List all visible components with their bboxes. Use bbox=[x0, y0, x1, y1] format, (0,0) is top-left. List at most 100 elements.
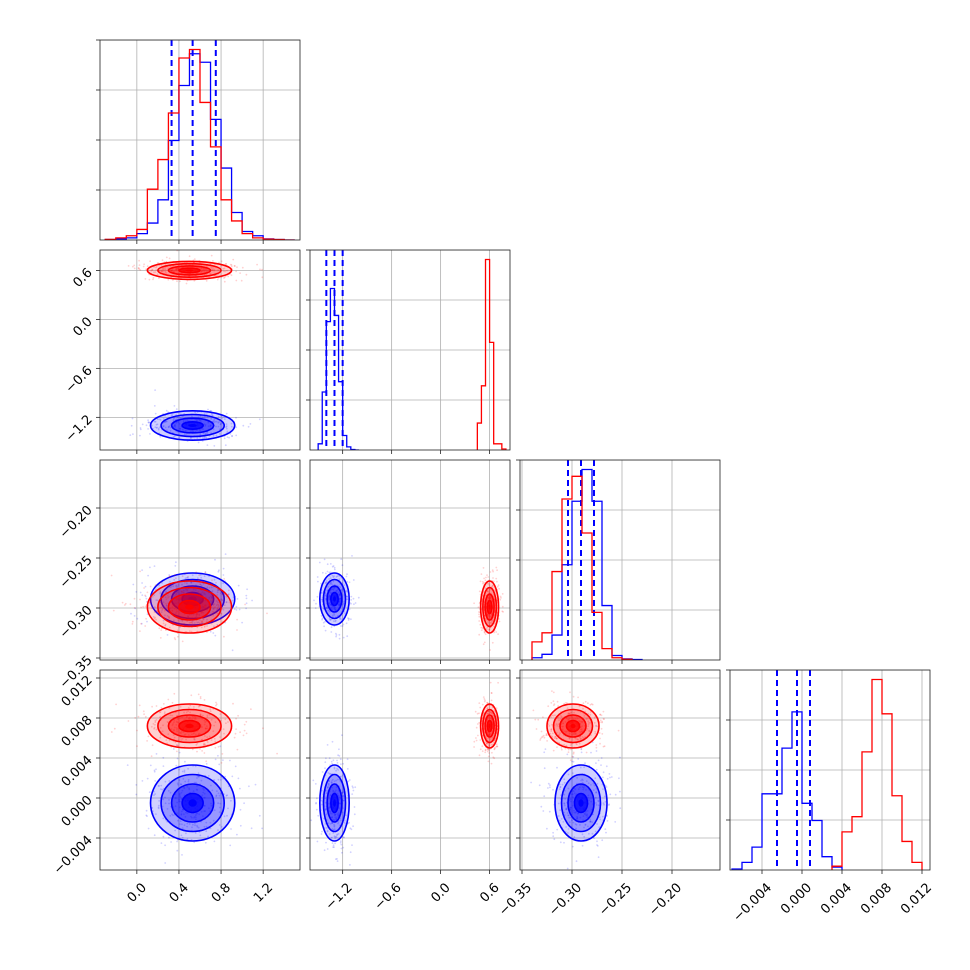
scatter-point bbox=[180, 596, 183, 599]
scatter-point bbox=[132, 265, 134, 268]
scatter-point bbox=[171, 414, 174, 416]
scatter-point bbox=[548, 725, 551, 727]
scatter-point bbox=[350, 602, 352, 605]
scatter-point bbox=[502, 611, 504, 613]
scatter-point bbox=[336, 767, 338, 770]
scatter-point bbox=[342, 799, 345, 802]
scatter-point bbox=[570, 748, 572, 751]
scatter-point bbox=[582, 707, 584, 710]
scatter-point bbox=[196, 613, 199, 615]
scatter-point bbox=[180, 834, 183, 837]
scatter-point bbox=[619, 790, 621, 793]
scatter-point bbox=[170, 586, 173, 588]
scatter-point bbox=[318, 561, 321, 564]
scatter-point bbox=[177, 783, 179, 786]
scatter-point bbox=[161, 609, 164, 611]
scatter-point bbox=[218, 428, 221, 431]
scatter-point bbox=[496, 569, 498, 572]
scatter-point bbox=[199, 697, 202, 700]
scatter-point bbox=[216, 589, 219, 592]
scatter-point bbox=[159, 581, 162, 583]
scatter-point bbox=[222, 608, 225, 611]
scatter-point bbox=[208, 586, 211, 589]
scatter-point bbox=[598, 816, 601, 819]
scatter-point bbox=[201, 594, 204, 596]
scatter-point bbox=[193, 258, 196, 260]
scatter-point bbox=[153, 790, 155, 793]
scatter-point bbox=[160, 706, 163, 709]
scatter-point bbox=[214, 721, 217, 723]
scatter-point bbox=[574, 733, 577, 735]
scatter-point bbox=[197, 621, 200, 624]
scatter-point bbox=[205, 273, 208, 276]
scatter-point bbox=[149, 433, 151, 435]
scatter-point bbox=[337, 754, 339, 757]
scatter-point bbox=[212, 819, 215, 822]
scatter-point bbox=[184, 780, 187, 783]
density-fill-1 bbox=[570, 723, 576, 729]
density-fill-0 bbox=[333, 596, 336, 602]
scatter-point bbox=[325, 792, 328, 794]
scatter-point bbox=[573, 792, 576, 795]
scatter-point bbox=[339, 597, 342, 599]
scatter-point bbox=[341, 582, 344, 584]
scatter-point bbox=[188, 630, 191, 632]
scatter-point bbox=[158, 264, 161, 267]
scatter-point bbox=[169, 814, 172, 817]
scatter-point bbox=[601, 721, 603, 724]
scatter-point bbox=[169, 581, 171, 583]
scatter-point bbox=[487, 749, 490, 752]
scatter-point bbox=[180, 732, 182, 735]
scatter-point bbox=[196, 419, 198, 421]
scatter-point bbox=[206, 736, 209, 738]
scatter-point bbox=[220, 762, 223, 764]
scatter-point bbox=[333, 587, 336, 589]
scatter-point bbox=[211, 594, 214, 597]
scatter-point bbox=[204, 268, 207, 271]
scatter-point bbox=[345, 622, 348, 625]
scatter-point bbox=[173, 726, 176, 729]
x-tick-label: −0.004 bbox=[730, 880, 775, 925]
scatter-point bbox=[490, 713, 493, 716]
scatter-point bbox=[140, 606, 143, 609]
scatter-point bbox=[199, 583, 202, 586]
scatter-point bbox=[478, 712, 480, 715]
scatter-point bbox=[571, 772, 574, 774]
scatter-point bbox=[245, 732, 248, 735]
scatter-point bbox=[334, 836, 336, 839]
scatter-point bbox=[161, 730, 164, 733]
scatter-point bbox=[349, 827, 352, 830]
scatter-point bbox=[157, 785, 160, 787]
scatter-point bbox=[335, 818, 338, 821]
scatter-point bbox=[162, 835, 165, 838]
scatter-point bbox=[336, 813, 339, 815]
scatter-point bbox=[218, 794, 221, 797]
scatter-point bbox=[340, 558, 343, 560]
contour-line-0 bbox=[170, 417, 215, 434]
contour-line-1 bbox=[565, 719, 581, 733]
scatter-point bbox=[139, 630, 141, 632]
scatter-point bbox=[201, 726, 203, 729]
scatter-point bbox=[338, 755, 341, 757]
scatter-point bbox=[478, 633, 481, 636]
scatter-point bbox=[168, 425, 171, 428]
scatter-point bbox=[150, 725, 153, 728]
scatter-point bbox=[581, 730, 584, 733]
scatter-point bbox=[155, 705, 158, 707]
scatter-point bbox=[550, 728, 553, 731]
scatter-point bbox=[328, 578, 330, 580]
scatter-point bbox=[138, 264, 141, 266]
scatter-point bbox=[214, 606, 217, 608]
scatter-point bbox=[342, 791, 344, 793]
scatter-point bbox=[489, 711, 492, 714]
scatter-point bbox=[332, 759, 335, 762]
scatter-point bbox=[139, 434, 141, 437]
scatter-point bbox=[198, 613, 201, 616]
scatter-point bbox=[335, 836, 338, 839]
scatter-point bbox=[174, 423, 176, 426]
scatter-point bbox=[327, 786, 329, 789]
scatter-point bbox=[158, 800, 161, 802]
scatter-point bbox=[176, 812, 179, 814]
scatter-point bbox=[335, 635, 337, 638]
scatter-point bbox=[201, 621, 204, 624]
